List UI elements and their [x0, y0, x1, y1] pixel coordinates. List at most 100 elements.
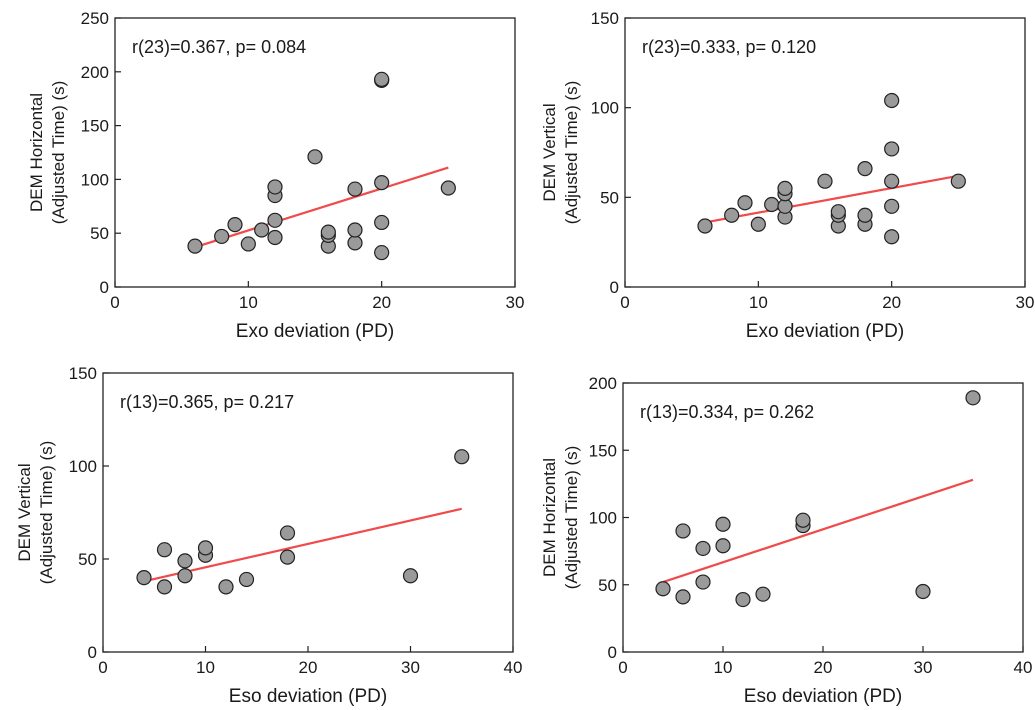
data-point: [724, 207, 740, 223]
y-tick-label: 100: [589, 509, 617, 528]
x-tick-label: 0: [110, 293, 119, 312]
y-tick-label: 250: [81, 9, 109, 28]
y-axis-label-line: (Adjusted Time) (s): [37, 441, 56, 585]
y-tick-label: 50: [90, 224, 109, 243]
chart-panel-2: 0 10 20 30 0 50 100 150 r(23)=0.333, p= 0.120 Exo…: [540, 9, 1034, 342]
data-point: [830, 204, 846, 220]
data-point: [197, 540, 214, 556]
data-point: [715, 538, 731, 554]
chart-panel-3: 0 10 20 30 40 0 50 100 150 r(13)=0.365, p= 0.217 E…: [15, 364, 522, 707]
data-point: [795, 512, 811, 528]
x-tick-label: 30: [914, 658, 933, 677]
x-axis-label: Exo deviation (PD): [236, 321, 394, 342]
data-point: [374, 175, 390, 191]
y-axis-label-line: (Adjusted Time) (s): [562, 446, 581, 590]
x-tick-label: 0: [618, 658, 627, 677]
y-tick-label: 50: [600, 188, 619, 207]
y-tick-label: 200: [81, 63, 109, 82]
y-tick-label: 50: [78, 550, 97, 569]
data-point: [279, 549, 296, 565]
data-point: [965, 390, 981, 406]
data-point: [347, 235, 363, 251]
regression-line: [662, 478, 974, 584]
y-tick-label: 150: [69, 364, 97, 383]
data-point: [715, 516, 731, 532]
x-tick-label: 40: [504, 658, 523, 677]
data-point: [675, 523, 691, 539]
data-point: [374, 244, 390, 261]
data-point: [440, 180, 456, 196]
data-point: [454, 449, 470, 465]
data-point: [347, 222, 363, 238]
x-tick-label: 30: [401, 658, 420, 677]
data-point: [857, 161, 873, 177]
y-tick-label: 150: [589, 441, 617, 460]
plot-frame: [622, 382, 1024, 653]
x-tick-label: 20: [814, 658, 833, 677]
chart-panel-4: 0 10 20 30 40 0 50 100 150 200 r(13)=0.334, p= 0.2…: [540, 374, 1032, 707]
plot-frame: [102, 372, 514, 653]
data-point: [884, 198, 900, 214]
x-tick-label: 10: [714, 658, 733, 677]
data-point: [402, 568, 419, 584]
y-axis-label-line: DEM Vertical: [15, 463, 34, 561]
y-axis-label-line: DEM Horizontal: [27, 93, 46, 212]
y-tick-label: 100: [81, 170, 109, 189]
data-point: [267, 229, 283, 246]
x-tick-label: 0: [98, 658, 107, 677]
data-point: [156, 542, 173, 558]
x-tick-label: 30: [1016, 293, 1035, 312]
y-tick-label: 0: [88, 643, 97, 662]
y-tick-label: 50: [598, 576, 617, 595]
data-point: [238, 571, 255, 588]
data-point: [675, 589, 691, 605]
data-point: [218, 579, 234, 595]
y-tick-label: 100: [591, 99, 619, 118]
data-point: [737, 195, 753, 211]
x-tick-label: 20: [882, 293, 901, 312]
regression-line: [143, 507, 462, 583]
data-point: [777, 180, 793, 196]
x-axis-label: Eso deviation (PD): [744, 686, 902, 707]
data-point: [697, 218, 713, 234]
data-point: [374, 214, 390, 231]
y-tick-label: 0: [610, 278, 619, 297]
y-axis-label-line: (Adjusted Time) (s): [49, 81, 68, 225]
data-point: [254, 222, 270, 238]
data-point: [136, 569, 152, 586]
data-point: [267, 212, 283, 228]
data-point: [695, 540, 711, 557]
data-point: [655, 581, 671, 597]
y-axis-label: DEM Horizontal (Adjusted Time) (s): [540, 446, 581, 590]
correlation-annotation: r(23)=0.367, p= 0.084: [132, 37, 306, 57]
data-point: [177, 568, 193, 584]
x-tick-label: 30: [506, 293, 525, 312]
x-axis-label: Exo deviation (PD): [746, 321, 904, 342]
x-tick-label: 20: [372, 293, 391, 312]
x-tick-label: 10: [749, 293, 768, 312]
y-axis-label: DEM Horizontal (Adjusted Time) (s): [27, 81, 68, 225]
data-point: [156, 579, 173, 595]
data-point: [279, 525, 296, 541]
data-point: [177, 553, 193, 569]
data-point: [374, 71, 390, 87]
correlation-annotation: r(13)=0.365, p= 0.217: [120, 392, 294, 412]
data-point: [695, 574, 711, 590]
data-point: [764, 196, 780, 213]
y-tick-label: 150: [81, 117, 109, 136]
data-point: [857, 207, 873, 223]
data-point: [214, 228, 230, 245]
data-point: [735, 591, 751, 608]
data-point: [320, 224, 336, 240]
data-point: [347, 181, 363, 197]
plot-frame: [624, 17, 1026, 288]
data-point: [307, 149, 323, 165]
data-point: [884, 173, 900, 189]
y-axis-label: DEM Vertical (Adjusted Time) (s): [540, 81, 581, 225]
x-tick-label: 20: [299, 658, 318, 677]
x-tick-label: 10: [239, 293, 258, 312]
data-point: [817, 173, 833, 189]
data-point: [884, 92, 900, 109]
data-point: [187, 238, 203, 254]
data-point: [777, 198, 793, 214]
